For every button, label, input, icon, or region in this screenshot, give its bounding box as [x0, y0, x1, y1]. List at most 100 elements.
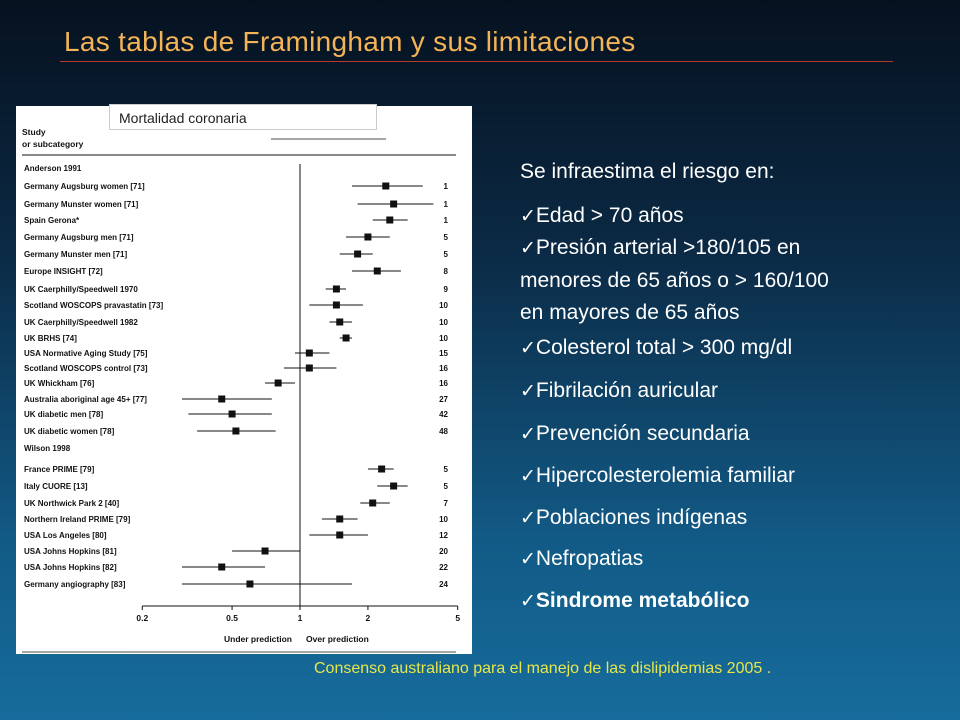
point-estimate: [378, 465, 386, 473]
event-count: 5: [444, 482, 449, 491]
point-estimate: [364, 233, 372, 241]
list-item-text: Prevención secundaria: [535, 422, 750, 445]
list-item-text: Fibrilación auricular: [535, 379, 718, 402]
point-estimate: [336, 531, 344, 539]
x-tick-label: 2: [366, 613, 371, 623]
list-item-prevencion: ✓Prevención secundaria: [520, 418, 750, 451]
event-count: 5: [444, 233, 449, 242]
point-estimate: [305, 349, 313, 357]
event-count: 10: [439, 515, 448, 524]
point-estimate: [390, 482, 398, 490]
list-item-fibrilacion: ✓Fibrilación auricular: [520, 375, 718, 408]
event-count: 27: [439, 395, 448, 404]
event-count: 1: [444, 200, 449, 209]
list-item-text: Colesterol total > 300 mg/dl: [535, 336, 793, 359]
x-tick-label: 5: [455, 613, 460, 623]
study-label: UK Caerphilly/Speedwell 1982: [24, 318, 138, 327]
study-label: Spain Gerona*: [24, 216, 80, 225]
event-count: 1: [444, 182, 449, 191]
event-count: 1: [444, 216, 449, 225]
list-item-sindrome: ✓Sindrome metabólico: [520, 585, 749, 618]
event-count: 10: [439, 334, 448, 343]
event-count: 24: [439, 580, 448, 589]
list-item-presion: ✓Presión arterial >180/105 en menores de…: [520, 232, 829, 329]
source-citation: Consenso australiano para el manejo de l…: [314, 660, 772, 677]
study-label: UK Caerphilly/Speedwell 1970: [24, 285, 138, 294]
list-item-line: en mayores de 65 años: [520, 301, 740, 324]
study-label: UK BRHS [74]: [24, 334, 77, 343]
point-estimate: [373, 267, 381, 275]
risk-list-intro: Se infraestima el riesgo en:: [520, 160, 775, 183]
study-label: Australia aboriginal age 45+ [77]: [24, 395, 147, 404]
study-label: France PRIME [79]: [24, 465, 95, 474]
check-icon: ✓: [520, 424, 536, 445]
event-count: 9: [444, 285, 449, 294]
point-estimate: [232, 427, 240, 435]
event-count: 20: [439, 547, 448, 556]
point-estimate: [382, 182, 390, 190]
event-count: 10: [439, 301, 448, 310]
check-icon: ✓: [520, 238, 536, 259]
figure-overlay-label: Mortalidad coronaria: [109, 104, 377, 130]
forest-plot-figure: Study or subcategory Anderson 1991 Germany …: [16, 104, 472, 654]
study-label: Northern Ireland PRIME [79]: [24, 515, 131, 524]
study-label: USA Los Angeles [80]: [24, 531, 107, 540]
list-item-colesterol: ✓Colesterol total > 300 mg/dl: [520, 332, 792, 365]
event-count: 42: [439, 410, 448, 419]
event-count: 5: [444, 465, 449, 474]
event-count: 5: [444, 250, 449, 259]
x-tick-label: 0.5: [226, 613, 238, 623]
study-label: UK diabetic men [78]: [24, 410, 103, 419]
group-label: Wilson 1998: [24, 444, 71, 453]
check-icon: ✓: [520, 591, 536, 612]
point-estimate: [336, 515, 344, 523]
study-label: USA Johns Hopkins [82]: [24, 563, 117, 572]
check-icon: ✓: [520, 466, 536, 487]
point-estimate: [369, 499, 377, 507]
point-estimate: [342, 334, 350, 342]
point-estimate: [218, 395, 226, 403]
list-item-text: Edad > 70 años: [535, 204, 684, 227]
axis-left-label: Under prediction: [224, 634, 292, 644]
list-item-text: Sindrome metabólico: [535, 589, 750, 612]
study-label: Scotland WOSCOPS pravastatin [73]: [24, 301, 163, 310]
event-count: 22: [439, 563, 448, 572]
event-count: 16: [439, 364, 448, 373]
point-estimate: [336, 318, 344, 326]
check-icon: ✓: [520, 549, 536, 570]
x-tick-label: 0.2: [136, 613, 148, 623]
figure-header-line: or subcategory: [22, 139, 84, 149]
event-count: 8: [444, 267, 449, 276]
title-underline: [60, 61, 893, 62]
event-count: 16: [439, 379, 448, 388]
study-label: Germany Munster men [71]: [24, 250, 127, 259]
point-estimate: [386, 216, 394, 224]
list-item-poblaciones: ✓Poblaciones indígenas: [520, 502, 747, 535]
point-estimate: [228, 410, 236, 418]
event-count: 48: [439, 427, 448, 436]
x-tick-label: 1: [298, 613, 303, 623]
event-count: 12: [439, 531, 448, 540]
check-icon: ✓: [520, 206, 536, 227]
study-label: Scotland WOSCOPS control [73]: [24, 364, 148, 373]
study-label: Italy CUORE [13]: [24, 482, 88, 491]
point-estimate: [305, 364, 313, 372]
point-estimate: [332, 301, 340, 309]
check-icon: ✓: [520, 381, 536, 402]
study-label: USA Johns Hopkins [81]: [24, 547, 117, 556]
point-estimate: [354, 250, 362, 258]
check-icon: ✓: [520, 508, 536, 529]
list-item-text: Poblaciones indígenas: [535, 506, 748, 529]
study-label: UK diabetic women [78]: [24, 427, 115, 436]
point-estimate: [332, 285, 340, 293]
point-estimate: [274, 379, 282, 387]
list-item-nefropatias: ✓Nefropatias: [520, 543, 643, 576]
list-item-text: Hipercolesterolemia familiar: [535, 464, 796, 487]
list-item-text: Nefropatias: [535, 547, 644, 570]
event-count: 7: [444, 499, 449, 508]
study-label: Germany Augsburg women [71]: [24, 182, 145, 191]
study-label: Germany Augsburg men [71]: [24, 233, 134, 242]
study-label: UK Whickham [76]: [24, 379, 95, 388]
point-estimate: [390, 200, 398, 208]
study-label: USA Normative Aging Study [75]: [24, 349, 148, 358]
